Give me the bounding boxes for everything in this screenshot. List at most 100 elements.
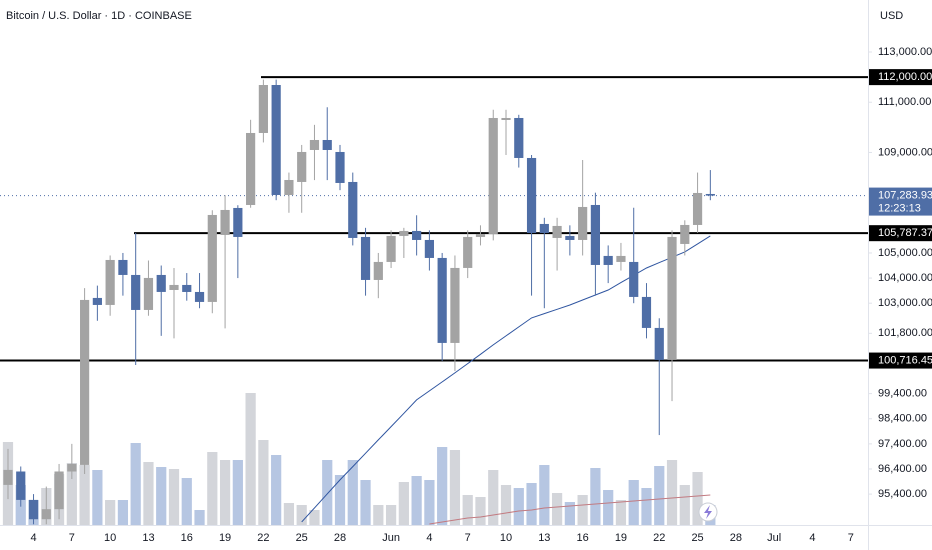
volume-bar [475, 497, 486, 525]
candle-body [156, 274, 166, 292]
volume-bar [590, 468, 601, 525]
x-tick-label: 25 [296, 532, 308, 544]
candle-body [41, 509, 51, 520]
level-label-box [869, 69, 932, 86]
candle-body [692, 192, 703, 225]
ma-line [301, 235, 711, 523]
y-tick-label: 99,400.00 [878, 388, 927, 400]
candle-body [3, 469, 13, 485]
x-tick-label: 7 [69, 532, 75, 544]
y-tick-label: 96,400.00 [878, 463, 927, 475]
volume-bar [117, 500, 129, 525]
candle-body [667, 236, 677, 360]
volume-bar [437, 447, 448, 525]
x-tick-label: 19 [219, 532, 231, 544]
candle-body [207, 214, 217, 302]
volume-bar [577, 495, 588, 525]
candle-body [118, 259, 128, 275]
volume-bar [666, 460, 678, 525]
x-tick-label: 28 [334, 532, 346, 544]
candle-body [143, 277, 154, 310]
level-label: 112,000.00 [878, 71, 932, 83]
candle-body [233, 207, 243, 237]
volume-bar [296, 505, 307, 525]
x-tick-label: Jul [767, 532, 781, 544]
candle-body [373, 261, 383, 280]
volume-bar [219, 460, 231, 525]
currency: USD [880, 10, 903, 22]
candle-body [28, 499, 39, 520]
candle-body [616, 255, 626, 262]
candle-body [654, 327, 664, 360]
y-tick-label: 97,400.00 [878, 438, 927, 450]
volume-bar [488, 470, 499, 525]
y-tick-label: 98,400.00 [878, 413, 927, 425]
volume-bar [654, 466, 665, 525]
candle-body [539, 223, 549, 233]
candle-body [105, 259, 115, 305]
candle-body [590, 204, 601, 265]
candle-body [348, 181, 358, 238]
volume-bar [334, 475, 346, 525]
x-tick-label: 10 [500, 532, 512, 544]
x-tick-label: 7 [465, 532, 471, 544]
volume-bar [194, 510, 205, 525]
candle-body [526, 157, 537, 233]
volume-bar [283, 503, 295, 525]
y-tick-label: 111,000.00 [878, 96, 931, 108]
candle-body [437, 257, 447, 343]
x-tick-label: 25 [691, 532, 703, 544]
volume-bar [66, 463, 77, 525]
volume-bar [105, 500, 116, 525]
volume-bar [373, 505, 384, 525]
y-tick-label: 104,000.00 [878, 272, 932, 284]
candle-body [258, 85, 268, 133]
candle-body [271, 85, 281, 195]
y-tick-label: 103,000.00 [878, 297, 932, 309]
candle-body [603, 255, 613, 265]
candle-body [309, 139, 320, 150]
volume-bar [130, 443, 141, 525]
x-tick-label: 16 [181, 532, 193, 544]
candle-body [412, 230, 422, 240]
volume-bar [679, 485, 690, 525]
x-tick-label: 4 [30, 532, 36, 544]
x-tick-label: 7 [848, 532, 854, 544]
x-tick-label: 13 [538, 532, 550, 544]
volume-bar [271, 455, 282, 525]
volume-bar [322, 460, 333, 525]
candle-body [450, 267, 460, 343]
candle-body [552, 225, 562, 238]
candle-body [284, 179, 294, 195]
candle-body [54, 471, 64, 510]
x-tick-label: Jun [382, 532, 400, 544]
volume-bar [692, 472, 703, 525]
volume-bar [181, 478, 192, 525]
volume-bar [628, 480, 639, 525]
volume-bar [411, 476, 422, 525]
volume-bar [258, 440, 269, 525]
candle-body [424, 239, 434, 258]
candle-body [220, 209, 230, 235]
volume-bar [168, 469, 180, 525]
candle-body [131, 274, 141, 310]
y-tick-label: 109,000.00 [878, 146, 932, 158]
candle-body [680, 224, 690, 244]
level-label: 105,787.37 [878, 227, 932, 239]
chart-title: Bitcoin / U.S. Dollar · 1D · COINBASE [6, 10, 192, 22]
x-tick-label: 19 [615, 532, 627, 544]
candle-body [488, 117, 498, 234]
volume-bar [92, 470, 103, 525]
volume-ma-line [429, 494, 711, 525]
candle-body [16, 471, 26, 500]
volume-bar [641, 488, 652, 525]
candle-body [182, 284, 192, 292]
volume-bar [347, 460, 358, 525]
volume-bar [156, 467, 167, 525]
volume-bar [526, 483, 537, 525]
candle-body [80, 299, 90, 465]
x-tick-label: 4 [426, 532, 432, 544]
volume-bar [79, 465, 90, 525]
x-tick-label: 4 [809, 532, 815, 544]
